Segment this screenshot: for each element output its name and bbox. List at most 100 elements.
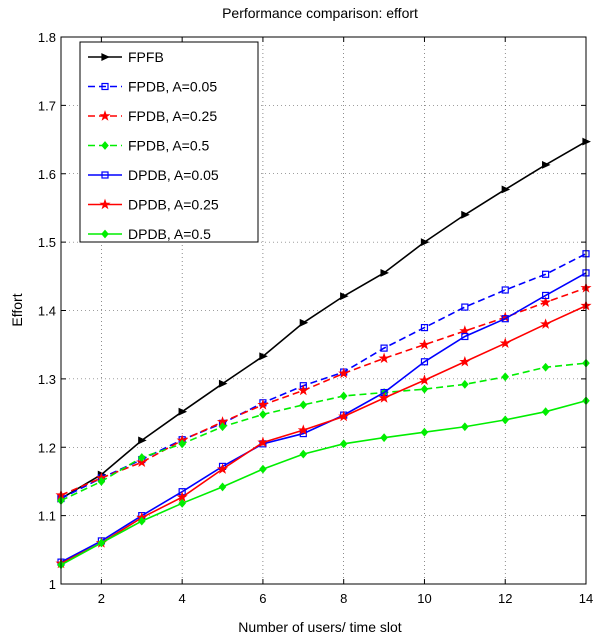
data-point <box>259 352 268 361</box>
series-line <box>60 253 587 500</box>
legend-entry: DPDB, A=0.05 <box>88 167 219 183</box>
data-point <box>97 477 106 486</box>
legend-label: FPDB, A=0.25 <box>128 108 217 124</box>
legend-marker <box>99 198 111 210</box>
data-point <box>541 362 550 372</box>
data-point <box>501 286 509 294</box>
series-line <box>60 362 587 502</box>
data-point <box>218 422 227 432</box>
x-axis-label: Number of users/ time slot <box>238 619 401 635</box>
data-point <box>380 433 388 443</box>
legend-marker <box>101 53 110 61</box>
x-tick-label: 2 <box>98 591 105 606</box>
x-tick-label: 14 <box>579 591 593 606</box>
legend-label: FPDB, A=0.5 <box>128 138 210 154</box>
legend: FPFB FPDB, A=0.05 FPDB, A=0.25 FPDB, A=0.5 D… <box>79 41 259 243</box>
data-point <box>499 337 511 349</box>
x-tick-label: 6 <box>259 591 266 606</box>
data-point <box>501 185 511 194</box>
data-point <box>418 374 431 385</box>
data-point <box>380 344 388 352</box>
data-point <box>380 268 390 277</box>
x-tick-label: 10 <box>417 591 431 606</box>
x-tick-label: 4 <box>179 591 186 606</box>
x-tick-label: 12 <box>498 591 512 606</box>
legend-label: FPDB, A=0.05 <box>128 79 217 95</box>
data-point <box>178 498 186 508</box>
data-point <box>501 372 510 382</box>
series-0 <box>57 137 591 503</box>
legend-box <box>79 41 259 243</box>
data-point <box>178 407 188 416</box>
legend-label: DPDB, A=0.5 <box>128 226 211 242</box>
legend-label: DPDB, A=0.25 <box>128 197 219 213</box>
data-point <box>418 338 431 350</box>
legend-entry: FPDB, A=0.5 <box>88 138 210 154</box>
data-point <box>299 400 308 410</box>
data-point <box>137 453 146 462</box>
legend-marker <box>101 171 109 179</box>
y-tick-label: 1.2 <box>38 440 56 455</box>
data-point <box>218 482 227 492</box>
series-lines <box>55 137 592 570</box>
data-point <box>299 449 308 459</box>
legend-marker <box>101 229 109 239</box>
chart-title: Performance comparison: effort <box>222 5 418 21</box>
y-tick-label: 1.1 <box>38 509 56 524</box>
data-point <box>378 392 390 403</box>
series-line <box>60 140 587 500</box>
series-line <box>60 287 587 496</box>
axis-ticks: 2 4 6 8 10 12 14 1 1.1 1.2 1.3 1.4 1.5 1.6 1.7 1.8 <box>38 30 593 606</box>
data-point <box>461 303 469 311</box>
data-point <box>420 323 429 332</box>
data-point <box>420 238 430 247</box>
data-point <box>259 464 267 474</box>
data-point <box>259 410 267 419</box>
data-point <box>257 436 269 448</box>
series-line <box>60 399 587 566</box>
data-point <box>459 355 471 367</box>
data-point <box>297 424 309 435</box>
data-point <box>540 318 552 329</box>
data-point <box>297 384 309 396</box>
y-tick-label: 1.4 <box>38 304 56 319</box>
data-point <box>339 439 348 449</box>
data-point <box>378 352 390 364</box>
data-point <box>178 439 186 449</box>
y-tick-label: 1.8 <box>38 30 56 45</box>
data-point <box>216 463 229 474</box>
data-point <box>420 427 429 437</box>
data-point <box>461 332 469 341</box>
data-point <box>137 516 146 526</box>
y-tick-label: 1.7 <box>38 98 56 113</box>
data-point <box>540 296 552 308</box>
data-point <box>218 379 228 388</box>
series-6 <box>57 396 590 570</box>
legend-entry: FPFB <box>88 49 164 65</box>
y-tick-label: 1.5 <box>38 235 56 250</box>
legend-entry: FPDB, A=0.25 <box>88 108 217 124</box>
legend-marker <box>101 141 109 150</box>
data-point <box>459 325 471 336</box>
data-point <box>97 538 106 548</box>
data-point <box>542 270 550 278</box>
data-point <box>299 318 309 327</box>
data-point <box>542 160 551 169</box>
data-point <box>420 358 429 366</box>
data-point <box>338 410 350 422</box>
data-point <box>338 367 350 379</box>
series-5 <box>55 299 592 569</box>
data-point <box>138 436 147 445</box>
data-point <box>461 210 470 219</box>
data-point <box>501 415 510 425</box>
y-tick-label: 1.6 <box>38 167 56 182</box>
data-point <box>461 422 469 432</box>
legend-entry: DPDB, A=0.5 <box>88 226 211 242</box>
data-point <box>257 399 269 410</box>
x-tick-label: 8 <box>340 591 347 606</box>
y-tick-label: 1 <box>49 577 56 592</box>
data-point <box>461 379 469 389</box>
data-point <box>176 491 188 502</box>
y-tick-label: 1.3 <box>38 372 56 387</box>
